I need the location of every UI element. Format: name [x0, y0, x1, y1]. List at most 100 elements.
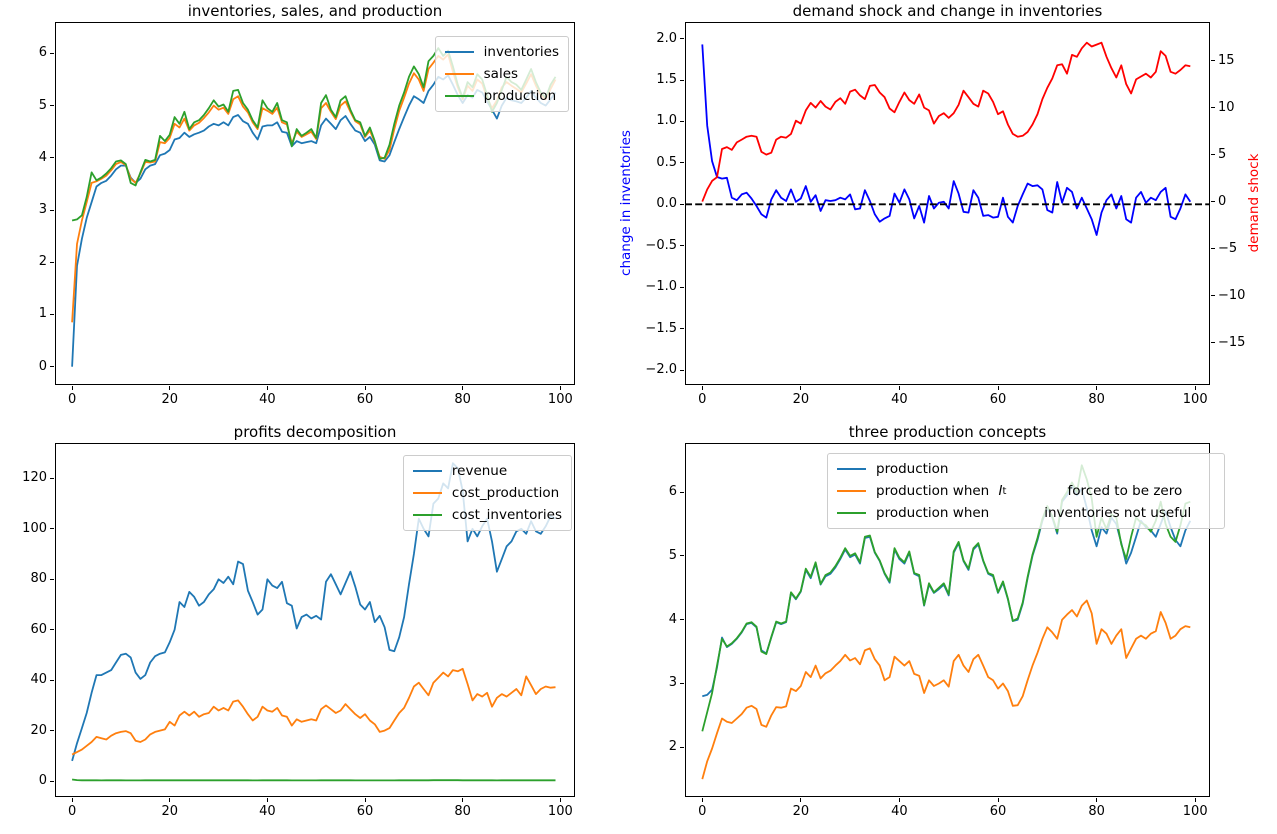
x-tick-label: 20: [161, 392, 178, 407]
y-tick-mark: [1211, 154, 1215, 156]
series-production-when-I_t-forced-to-be-zero: [701, 599, 1191, 780]
legend-line-sample: [837, 490, 866, 492]
y-tick-mark: [680, 619, 684, 621]
x-tick-label: 0: [67, 392, 77, 407]
x-tick-label: 80: [454, 804, 471, 819]
x-tick-mark: [701, 798, 703, 802]
y-tick-mark: [680, 328, 684, 330]
y-tick-mark: [680, 162, 684, 164]
legend-label: inventories not useful: [1044, 505, 1192, 521]
y-tick-mark: [50, 105, 54, 107]
x-tick-label: 100: [547, 804, 573, 819]
x-tick-label: 60: [356, 804, 374, 819]
y-tick-mark: [680, 203, 684, 205]
legend-line-sample: [412, 492, 442, 494]
y-tick-label: 0: [1218, 193, 1227, 209]
x-tick-label: 40: [259, 804, 276, 819]
legend-profits-decomposition: revenue cost_production cost_inventories: [402, 455, 572, 531]
series-revenue: [71, 462, 556, 762]
y-tick-label: 2: [668, 739, 677, 755]
x-tick-label: 0: [67, 804, 77, 819]
x-tick-mark: [800, 386, 802, 390]
y-tick-mark: [50, 730, 54, 732]
x-tick-label: 20: [792, 392, 810, 407]
y-tick-label: −15: [1218, 334, 1246, 350]
y-tick-label: 0: [38, 358, 47, 374]
legend-entry: production when inventories not useful: [837, 502, 1215, 524]
x-tick-label: 40: [259, 392, 276, 407]
y-tick-label: −5: [1218, 240, 1238, 256]
x-tick-label: 20: [161, 804, 178, 819]
y-tick-mark: [50, 528, 54, 530]
legend-label: cost_production: [451, 485, 560, 501]
y-tick-mark: [680, 746, 684, 748]
y-tick-label: 0.5: [656, 154, 677, 170]
y-tick-mark: [1211, 60, 1215, 62]
legend-label: cost_inventories: [451, 507, 562, 523]
y-tick-label: 80: [30, 571, 47, 587]
y-tick-mark: [680, 682, 684, 684]
y-tick-label: −0.5: [645, 237, 677, 253]
legend-label: sales: [483, 66, 519, 82]
x-tick-label: 0: [698, 392, 707, 407]
legend-entry: sales: [444, 63, 559, 85]
x-tick-mark: [898, 798, 900, 802]
x-tick-mark: [1194, 798, 1196, 802]
legend-label: I: [998, 483, 1003, 499]
x-tick-label: 60: [356, 392, 374, 407]
legend-entry: cost_production: [412, 482, 562, 504]
axes-border: [55, 22, 575, 385]
series-cost_inventories: [71, 778, 556, 782]
y-tick-label: −1.0: [645, 279, 677, 295]
x-tick-mark: [71, 386, 73, 390]
legend-label: revenue: [451, 463, 508, 479]
legend-entry: cost_inventories: [412, 504, 562, 526]
x-tick-mark: [462, 798, 464, 802]
y-tick-label: −2.0: [645, 362, 677, 378]
y-tick-mark: [680, 369, 684, 371]
y-tick-label: 5: [668, 547, 677, 563]
y-tick-mark: [50, 679, 54, 681]
y-tick-label: 6: [668, 484, 677, 500]
subplot4-title: three production concepts: [848, 423, 1047, 441]
y-tick-label: 5: [38, 97, 47, 113]
x-tick-mark: [898, 386, 900, 390]
y-tick-mark: [680, 286, 684, 288]
y-tick-label: 4: [668, 611, 677, 627]
profits-decomposition-canvas: [55, 443, 575, 797]
x-tick-label: 60: [989, 392, 1007, 407]
x-tick-mark: [71, 798, 73, 802]
y-tick-label: 1.0: [656, 113, 677, 129]
legend-label: production when: [876, 483, 994, 499]
legend-line-sample: [444, 73, 474, 75]
x-tick-mark: [800, 798, 802, 802]
legend-entry: inventories: [444, 41, 559, 63]
legend-label: t: [1002, 485, 1007, 497]
x-tick-mark: [1096, 386, 1098, 390]
x-tick-mark: [559, 386, 561, 390]
y-tick-mark: [50, 780, 54, 782]
y-tick-mark: [50, 629, 54, 631]
y-tick-mark: [680, 79, 684, 81]
y-tick-label: 3: [668, 675, 677, 691]
y-tick-mark: [50, 477, 54, 479]
x-tick-label: 100: [1182, 392, 1208, 407]
x-tick-mark: [559, 798, 561, 802]
legend-line-sample: [412, 470, 442, 472]
legend-label: forced to be zero: [1067, 483, 1183, 499]
x-tick-mark: [1194, 386, 1196, 390]
y-tick-label: 10: [1218, 99, 1235, 115]
y-tick-mark: [50, 52, 54, 54]
x-tick-label: 100: [547, 392, 573, 407]
x-tick-label: 0: [698, 804, 707, 819]
x-tick-mark: [462, 386, 464, 390]
y-tick-mark: [1211, 107, 1215, 109]
y-tick-label: 60: [30, 621, 47, 637]
y-tick-mark: [680, 120, 684, 122]
y-tick-label: 100: [22, 520, 47, 536]
legend-label: production: [483, 88, 557, 104]
y-tick-label: 6: [38, 45, 47, 61]
y-tick-mark: [1211, 295, 1215, 297]
